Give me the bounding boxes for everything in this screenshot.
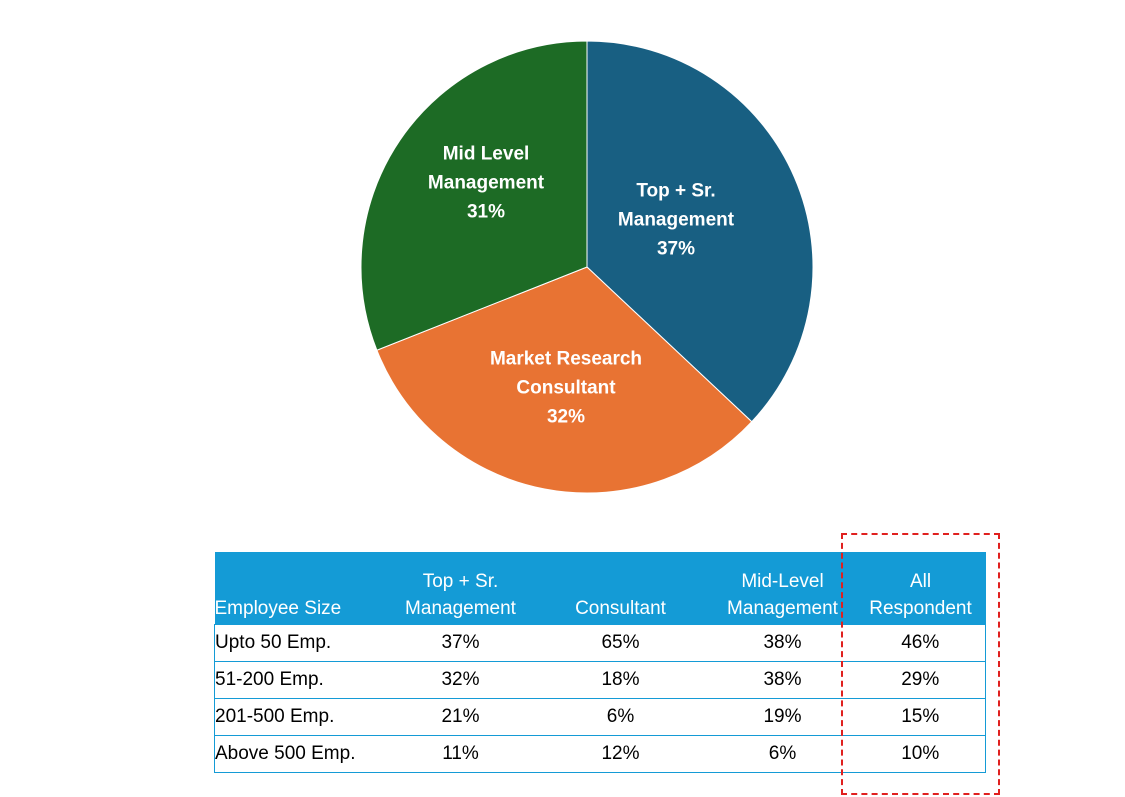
table-cell: 32%: [389, 661, 532, 699]
table-cell: 65%: [531, 624, 710, 662]
slice-value-label: 37%: [656, 238, 696, 260]
table-cell: 21%: [389, 698, 532, 736]
pie-slice-0: [586, 40, 814, 423]
table-cell: 12%: [531, 735, 710, 773]
slice-label-line: Management: [427, 172, 545, 194]
table-row: 201-500 Emp. 21% 6% 19% 15%: [214, 698, 986, 736]
header-line: Top + Sr.: [422, 571, 499, 592]
column-header-employee-size: Employee Size: [214, 552, 390, 625]
slice-value-label: 31%: [466, 201, 506, 223]
table-cell: 18%: [531, 661, 710, 699]
table-cell: 15%: [855, 698, 986, 736]
table-cell: 11%: [389, 735, 532, 773]
table-cell: 6%: [531, 698, 710, 736]
column-header-all-respondent: All Respondent: [855, 552, 986, 625]
employee-size-table: Employee Size Top + Sr. Management Consu…: [214, 552, 986, 773]
table-cell: 19%: [709, 698, 856, 736]
pie-chart-svg: [360, 40, 814, 494]
table-cell: 29%: [855, 661, 986, 699]
table-cell: Above 500 Emp.: [214, 735, 390, 773]
slice-label-line: Mid Level: [442, 143, 530, 165]
table-cell: 38%: [709, 624, 856, 662]
table-cell: 10%: [855, 735, 986, 773]
table-cell: 37%: [389, 624, 532, 662]
header-line: Management: [405, 598, 516, 619]
slice-label-top-sr-management: Top + Sr. Management 37%: [618, 177, 734, 264]
header-line: All: [909, 571, 932, 592]
pie-slice-1: [376, 266, 753, 494]
table-cell: 46%: [855, 624, 986, 662]
pie-chart: Top + Sr. Management 37% Market Research…: [360, 40, 814, 494]
table-cell: Upto 50 Emp.: [214, 624, 390, 662]
table-cell: 51-200 Emp.: [214, 661, 390, 699]
slice-label-line: Consultant: [516, 377, 616, 399]
header-line: Respondent: [869, 598, 972, 619]
header-line: Management: [727, 598, 838, 619]
slice-value-label: 32%: [546, 406, 586, 428]
pie-slice-2: [360, 40, 588, 351]
table-cell: 38%: [709, 661, 856, 699]
slice-label-market-research-consultant: Market Research Consultant 32%: [490, 345, 642, 432]
table-cell: 201-500 Emp.: [214, 698, 390, 736]
table-row: Upto 50 Emp. 37% 65% 38% 46%: [214, 624, 986, 662]
slice-label-line: Top + Sr.: [636, 180, 716, 202]
table-row: 51-200 Emp. 32% 18% 38% 29%: [214, 661, 986, 699]
table-header-row: Employee Size Top + Sr. Management Consu…: [214, 552, 986, 625]
table-cell: 6%: [709, 735, 856, 773]
slice-label-line: Market Research: [489, 348, 643, 370]
slice-label-line: Management: [617, 209, 735, 231]
column-header-mid-level-management: Mid-Level Management: [709, 552, 856, 625]
header-line: Employee Size: [214, 598, 342, 619]
header-line: Mid-Level: [741, 571, 824, 592]
column-header-top-sr-management: Top + Sr. Management: [389, 552, 532, 625]
table-row: Above 500 Emp. 11% 12% 6% 10%: [214, 735, 986, 773]
header-line: Consultant: [575, 598, 666, 619]
slice-label-mid-level-management: Mid Level Management 31%: [428, 140, 544, 227]
column-header-consultant: Consultant: [531, 552, 710, 625]
